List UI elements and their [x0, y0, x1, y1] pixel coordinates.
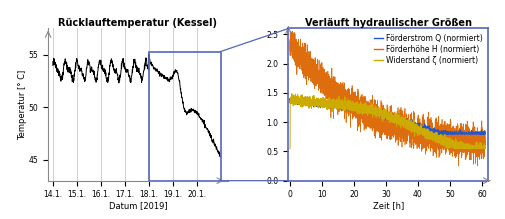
Bar	[148, 51, 220, 181]
X-axis label: Zeit [h]: Zeit [h]	[372, 201, 403, 210]
Y-axis label: Temperatur [° C]: Temperatur [° C]	[18, 69, 27, 140]
Title: Verläuft hydraulischer Größen: Verläuft hydraulischer Größen	[304, 18, 471, 28]
X-axis label: Datum [2019]: Datum [2019]	[109, 201, 167, 210]
Legend: Förderstrom Q (normiert), Förderhöhe H (normiert), Widerstand ζ (normiert): Förderstrom Q (normiert), Förderhöhe H (…	[372, 32, 483, 66]
Title: Rücklauftemperatur (Kessel): Rücklauftemperatur (Kessel)	[58, 18, 217, 28]
